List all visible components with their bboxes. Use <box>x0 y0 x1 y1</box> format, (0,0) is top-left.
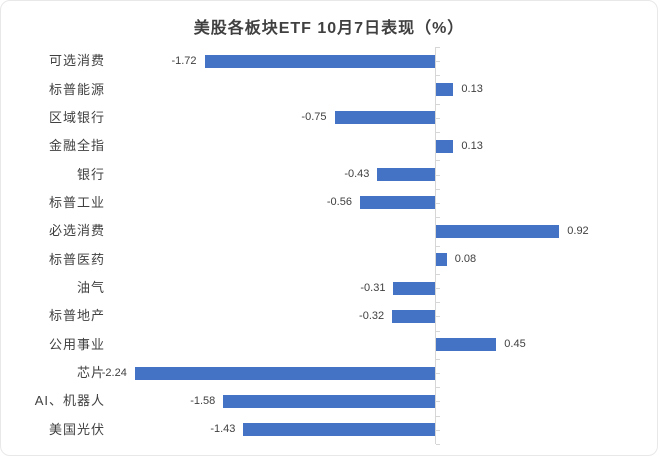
bar <box>436 139 454 153</box>
axis-tick <box>436 117 440 119</box>
axis-tick <box>436 444 440 445</box>
value-label: -1.72 <box>171 54 197 67</box>
value-label: -0.75 <box>301 111 327 124</box>
category-label: 标普工业 <box>48 194 105 210</box>
bar <box>359 196 435 210</box>
axis-tick <box>436 217 440 219</box>
axis-tick <box>436 174 440 176</box>
bar <box>204 54 435 68</box>
value-label: 0.45 <box>504 338 526 351</box>
bar <box>393 281 435 295</box>
axis-tick <box>436 132 440 134</box>
bar <box>243 423 435 437</box>
bar <box>436 338 497 352</box>
category-label: 必选消费 <box>48 223 105 239</box>
value-label: 0.13 <box>461 139 483 152</box>
value-label: -0.43 <box>344 168 370 181</box>
axis-tick <box>436 61 440 63</box>
category-label: 标普能源 <box>48 81 105 97</box>
axis-tick <box>436 429 440 431</box>
y-axis-line <box>435 47 436 444</box>
axis-tick <box>436 103 440 105</box>
bar <box>223 394 435 408</box>
axis-tick <box>436 273 440 275</box>
value-label: 0.13 <box>461 83 483 96</box>
axis-tick <box>436 373 440 375</box>
chart-title: 美股各板块ETF 10月7日表现（%） <box>193 20 465 37</box>
bar <box>134 366 435 380</box>
axis-tick <box>436 245 440 247</box>
category-label: 可选消费 <box>48 53 105 69</box>
value-label: -0.32 <box>359 309 385 322</box>
value-label: -1.58 <box>190 394 216 407</box>
axis-tick <box>436 302 440 304</box>
value-label: -2.24 <box>101 366 127 379</box>
value-label: -1.43 <box>210 423 236 436</box>
category-label: 公用事业 <box>48 336 105 352</box>
axis-tick <box>436 288 440 290</box>
axis-tick <box>436 160 440 162</box>
value-label: -0.31 <box>360 281 386 294</box>
value-label: 0.08 <box>454 253 477 266</box>
axis-tick <box>436 358 440 360</box>
axis-tick <box>436 47 440 48</box>
category-label: 芯片 <box>76 365 105 381</box>
category-label: 美国光伏 <box>48 421 105 437</box>
axis-tick <box>436 188 440 190</box>
axis-tick <box>436 202 440 204</box>
plot-area: 可选消费 -1.72 标普能源 0.13 区域银行 -0.75 金融全指 0.13 银行 -0.4… <box>1 47 657 445</box>
bar <box>377 168 435 182</box>
category-label: 油气 <box>76 280 105 296</box>
bar <box>436 224 560 238</box>
bar <box>436 253 447 267</box>
bar <box>436 83 454 97</box>
category-label: 区域银行 <box>48 109 105 125</box>
axis-tick <box>436 415 440 417</box>
axis-tick <box>436 330 440 332</box>
axis-tick <box>436 316 440 318</box>
category-label: 金融全指 <box>48 138 105 154</box>
axis-tick <box>436 387 440 389</box>
value-label: -0.56 <box>326 196 352 209</box>
value-label: 0.92 <box>567 224 589 237</box>
category-label: 标普医药 <box>48 251 105 267</box>
axis-tick <box>436 75 440 77</box>
category-label: AI、机器人 <box>34 393 105 409</box>
category-label: 银行 <box>76 166 105 182</box>
axis-tick <box>436 401 440 403</box>
bar <box>334 111 435 125</box>
category-label: 标普地产 <box>48 308 105 324</box>
bar <box>392 309 435 323</box>
